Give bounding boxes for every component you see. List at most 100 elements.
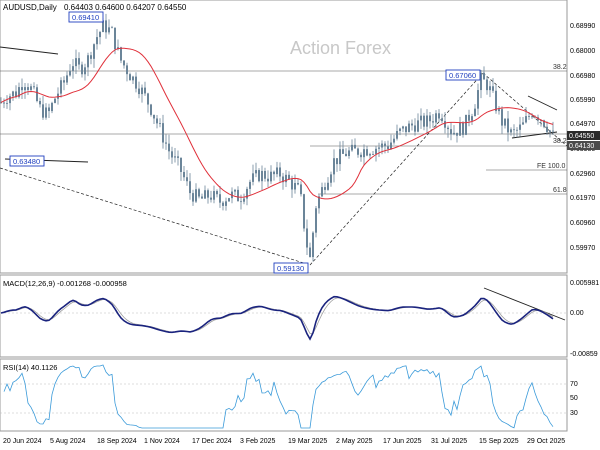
fib-618-label: 61.8 [553, 187, 567, 194]
price-tick: 0.68000 [570, 48, 595, 55]
candle-body [519, 124, 521, 130]
candle-body [9, 96, 11, 104]
candle-body [90, 55, 92, 59]
candle-body [498, 109, 500, 112]
candle-body [207, 190, 209, 198]
candle-body [93, 44, 95, 59]
candle-body [540, 120, 542, 122]
price-tick: 0.64970 [570, 121, 595, 128]
date-axis: 20 Jun 2024 5 Aug 2024 18 Sep 2024 1 Nov… [3, 438, 565, 445]
candle-body [249, 181, 251, 189]
candle-body [78, 58, 80, 65]
candle-body [63, 80, 65, 83]
candle-body [240, 201, 242, 203]
candle-body [435, 113, 437, 123]
candle-body [471, 116, 473, 121]
candle-body [351, 144, 353, 151]
rsi-line [3, 364, 554, 429]
fe100-label: FE 100.0 [537, 163, 566, 170]
price-tick: 0.62960 [570, 171, 595, 178]
candle-body [153, 114, 155, 119]
candle-body [12, 91, 14, 97]
candle-body [102, 20, 104, 32]
candle-body [501, 109, 503, 126]
candle-body [99, 31, 101, 38]
candle-body [321, 187, 323, 197]
candle-body [357, 148, 359, 155]
macd-panel [0, 274, 568, 358]
date-tick: 3 Feb 2025 [240, 438, 276, 445]
price-tick: 0.59970 [570, 245, 595, 252]
candle-body [216, 191, 218, 195]
svg-text:0.59130: 0.59130 [277, 264, 304, 273]
sma-line [0, 47, 554, 200]
candle-body [114, 27, 116, 50]
candle-body [54, 98, 56, 103]
candle-body [210, 197, 212, 200]
candle-body [405, 126, 407, 133]
candle-body [168, 143, 170, 152]
candle-body [3, 102, 5, 104]
candle-body [282, 176, 284, 183]
svg-text:0.69410: 0.69410 [72, 13, 99, 22]
candle-body [21, 87, 23, 91]
candle-body [312, 232, 314, 258]
candle-body [180, 157, 182, 172]
candle-body [192, 193, 194, 202]
candle-body [171, 151, 173, 158]
candle-body [510, 129, 512, 133]
svg-text:0.64130: 0.64130 [569, 143, 594, 150]
candle-body [48, 107, 50, 112]
date-tick: 20 Jun 2024 [3, 438, 42, 445]
candle-body [474, 108, 476, 117]
svg-text:0.64550: 0.64550 [569, 133, 594, 140]
candle-body [465, 114, 467, 135]
candle-body [243, 198, 245, 202]
rsi-panel [0, 358, 568, 432]
candle-body [507, 118, 509, 133]
candle-body [531, 116, 533, 118]
candle-body [480, 72, 482, 91]
header-symbol: AUDUSD,Daily [3, 3, 57, 12]
candle-body [477, 90, 479, 109]
candle-body [123, 60, 125, 66]
date-tick: 29 Oct 2025 [527, 438, 565, 445]
candle-body [111, 27, 113, 29]
candle-body [360, 154, 362, 158]
candle-body [222, 202, 224, 206]
macd-tick-zero: 0.00 [570, 310, 584, 317]
candle-body [279, 167, 281, 177]
candle-body [213, 191, 215, 200]
candle-body [177, 156, 179, 158]
candle-body [120, 47, 122, 61]
candle-body [399, 128, 401, 131]
candle-body [363, 149, 365, 158]
candle-body [318, 196, 320, 209]
candle-body [447, 127, 449, 130]
svg-text:0.63480: 0.63480 [13, 157, 40, 166]
candle-body [144, 87, 146, 94]
candle-body [147, 93, 149, 105]
candle-body [459, 122, 461, 136]
candle-body [366, 149, 368, 156]
candle-body [159, 123, 161, 124]
candle-body [354, 144, 356, 149]
candle-body [126, 65, 128, 75]
rsi-title: RSI(14) 40.1126 [3, 363, 57, 372]
candle-body [528, 116, 530, 117]
candle-body [270, 171, 272, 182]
candle-body [381, 143, 383, 148]
candle-body [219, 194, 221, 203]
candle-body [396, 130, 398, 139]
macd-title: MACD(12,26,9) -0.001268 -0.000958 [3, 279, 127, 288]
candle-body [228, 198, 230, 202]
low-label-1: 0.59130 [273, 262, 309, 274]
macd-tick-top: 0.005981 [570, 280, 599, 287]
price-tick: 0.65990 [570, 97, 595, 104]
candle-body [273, 171, 275, 175]
candle-body [267, 178, 269, 182]
svg-text:0.67060: 0.67060 [449, 71, 476, 80]
candle-body [522, 122, 524, 125]
candle-body [423, 115, 425, 127]
candle-body [204, 190, 206, 199]
